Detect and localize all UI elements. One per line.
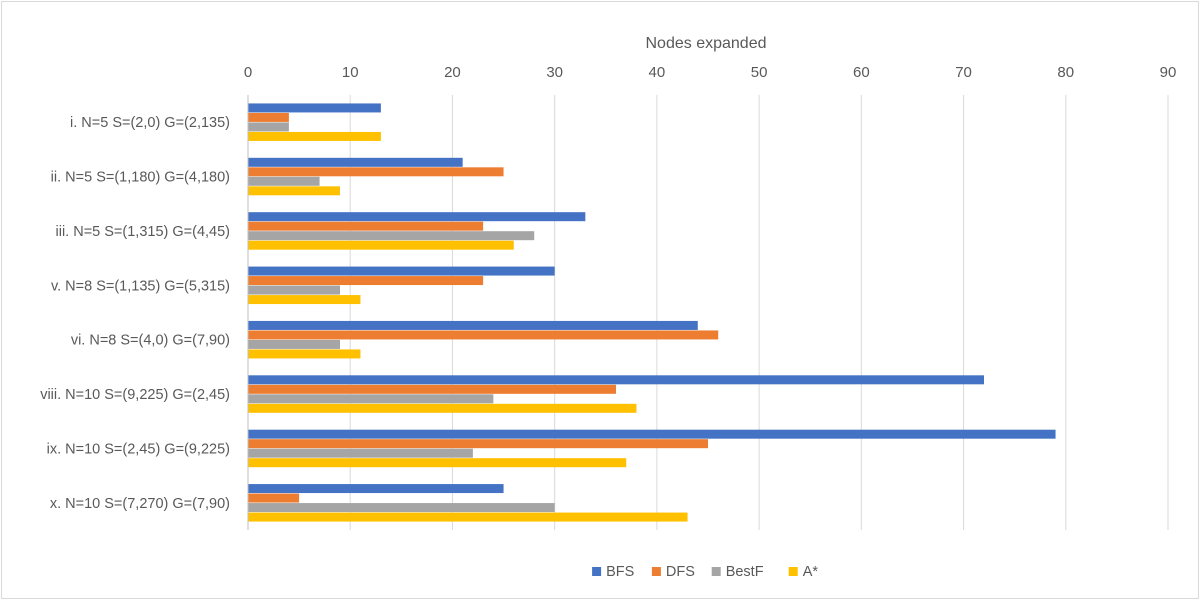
bar-bestf: [248, 339, 340, 349]
x-tick-label: 90: [1160, 64, 1177, 81]
legend: BFS DFS BestF A*: [592, 564, 818, 580]
bar-dfs: [248, 112, 289, 122]
x-tick-label: 40: [649, 64, 666, 81]
bar-bestf: [248, 285, 340, 295]
legend-label: BFS: [606, 564, 634, 580]
bar-a: [248, 512, 688, 522]
bar-a: [248, 403, 637, 413]
x-tick-label: 60: [853, 64, 870, 81]
category-labels: i. N=5 S=(2,0) G=(2,135) ii. N=5 S=(1,180…: [40, 115, 230, 512]
bar-dfs: [248, 221, 484, 231]
bar-bestf: [248, 176, 320, 186]
category-label: ii. N=5 S=(1,180) G=(4,180): [51, 170, 230, 186]
category-label: x. N=10 S=(7,270) G=(7,90): [50, 496, 230, 512]
bar-bestf: [248, 394, 494, 404]
x-tick-label: 0: [244, 64, 252, 81]
x-tick-label: 50: [751, 64, 768, 81]
category-label: v. N=8 S=(1,135) G=(5,315): [51, 278, 230, 294]
legend-swatch: [592, 567, 602, 576]
bar-bestf: [248, 122, 289, 132]
x-tick-label: 30: [546, 64, 563, 81]
bar-bestf: [248, 231, 535, 241]
bar-a: [248, 240, 514, 250]
x-tick-label: 70: [955, 64, 972, 81]
bar-bfs: [248, 103, 381, 113]
bar-bfs: [248, 266, 555, 276]
bars: [248, 103, 1056, 522]
x-tick-labels: 0 10 20 30 40 50 60 70 80 90: [244, 64, 1177, 81]
legend-swatch: [788, 567, 798, 576]
legend-label: BestF: [726, 564, 764, 580]
bar-bestf: [248, 503, 555, 513]
bar-dfs: [248, 439, 708, 449]
bar-a: [248, 295, 361, 305]
bar-bfs: [248, 320, 698, 330]
bar-bfs: [248, 212, 586, 222]
bar-bfs: [248, 375, 984, 385]
bar-a: [248, 131, 381, 141]
bar-bfs: [248, 157, 463, 167]
category-label: ix. N=10 S=(2,45) G=(9,225): [47, 441, 230, 457]
bar-dfs: [248, 493, 300, 503]
bar-a: [248, 458, 627, 468]
bar-a: [248, 349, 361, 359]
bar-dfs: [248, 276, 484, 286]
x-axis-title: Nodes expanded: [646, 35, 767, 52]
legend-label: DFS: [666, 564, 695, 580]
bar-a: [248, 186, 340, 196]
bar-dfs: [248, 384, 616, 394]
legend-label: A*: [803, 564, 819, 580]
category-label: viii. N=10 S=(9,225) G=(2,45): [40, 387, 230, 403]
bar-dfs: [248, 167, 504, 177]
legend-swatch: [711, 567, 721, 576]
bar-dfs: [248, 330, 719, 340]
category-label: vi. N=8 S=(4,0) G=(7,90): [71, 333, 230, 349]
category-label: iii. N=5 S=(1,315) G=(4,45): [56, 224, 231, 240]
x-tick-label: 80: [1057, 64, 1074, 81]
bar-bfs: [248, 429, 1056, 439]
legend-swatch: [651, 567, 661, 576]
category-label: i. N=5 S=(2,0) G=(2,135): [70, 115, 230, 131]
x-tick-label: 10: [342, 64, 359, 81]
bar-bestf: [248, 448, 473, 458]
x-tick-label: 20: [444, 64, 461, 81]
bar-bfs: [248, 484, 504, 494]
